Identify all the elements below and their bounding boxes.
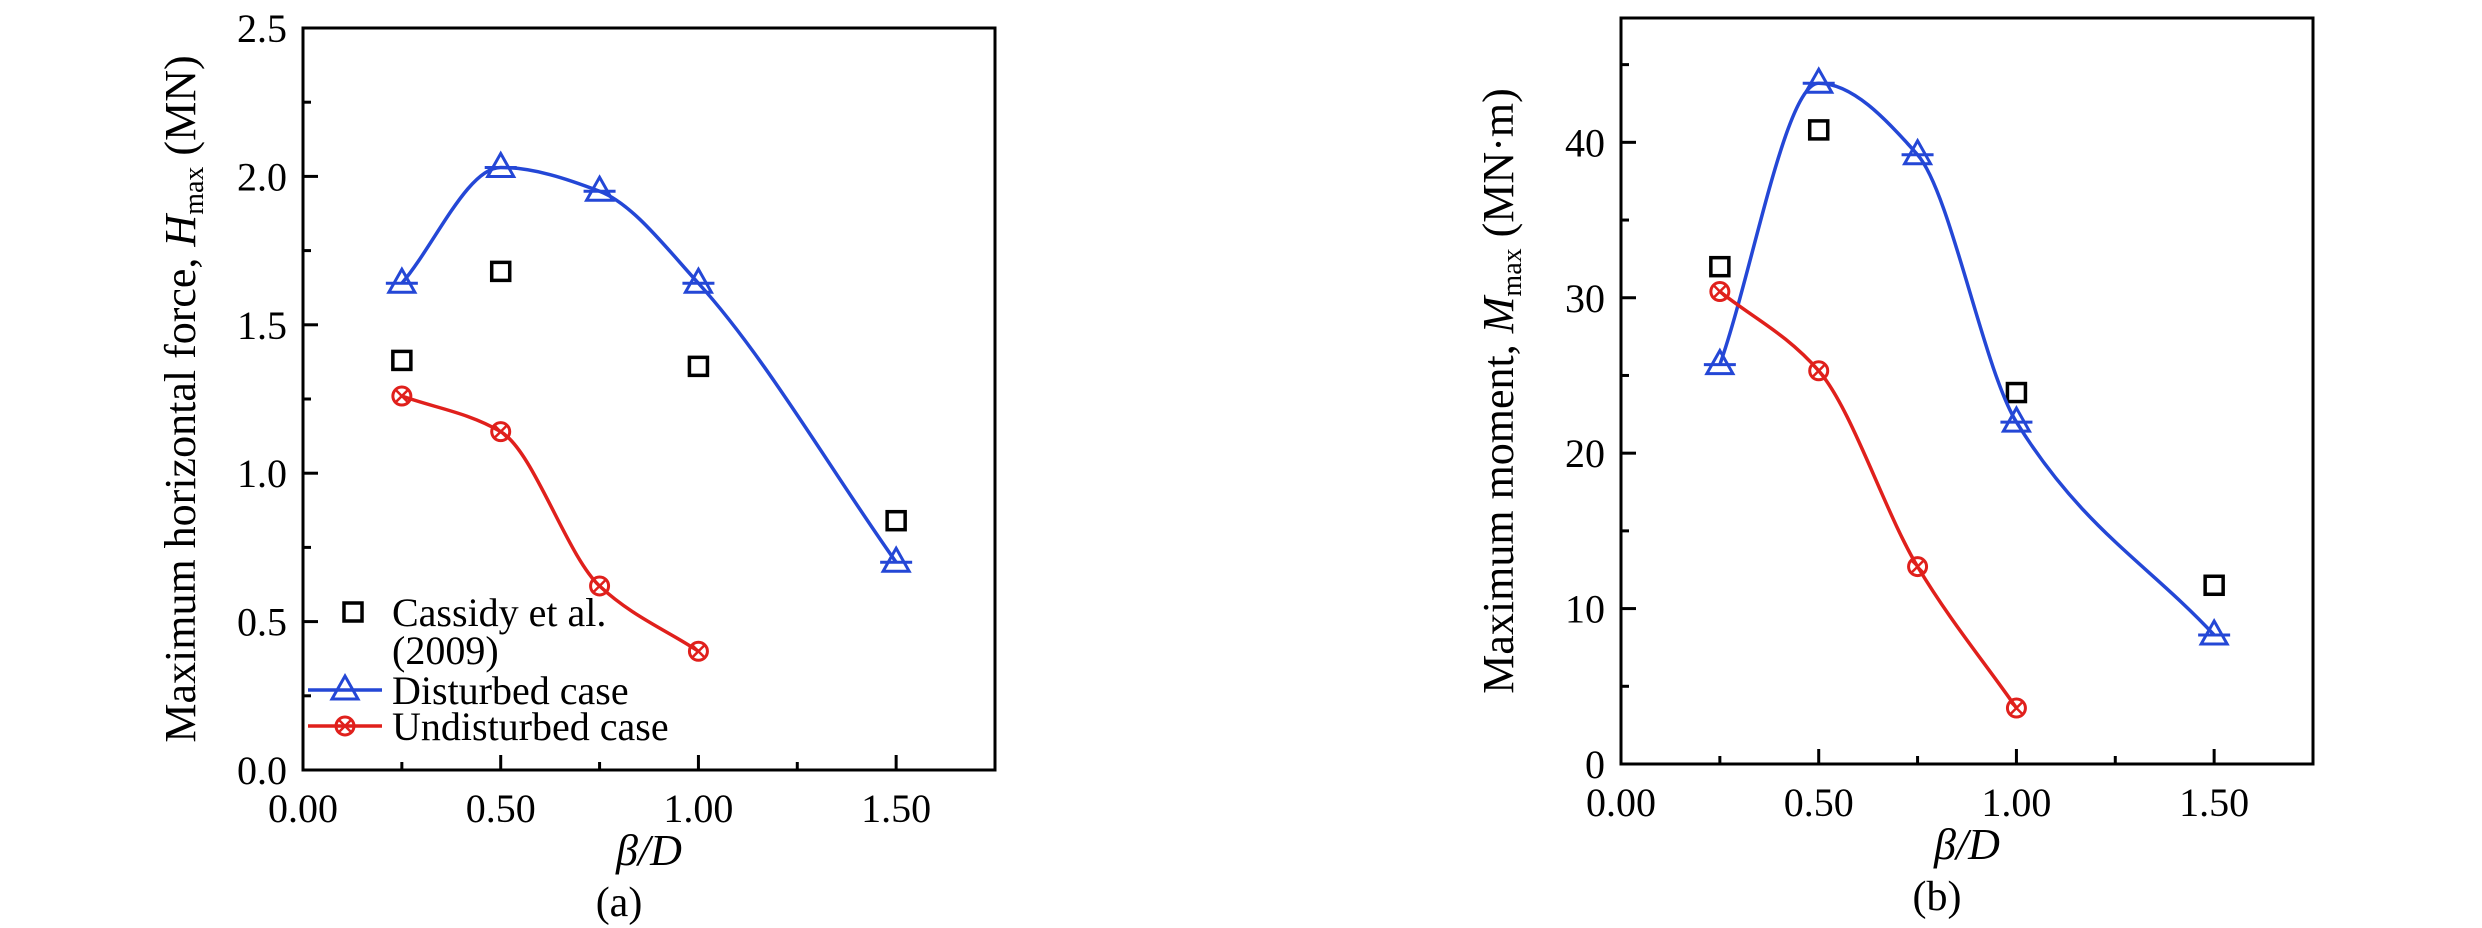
- y-tick-label: 10: [1565, 587, 1605, 632]
- x-tick-label: 1.00: [1981, 780, 2051, 825]
- y-tick-label: 20: [1565, 431, 1605, 476]
- series-line: [1718, 290, 2018, 710]
- data-point: [1901, 137, 1934, 166]
- data-point: [1807, 119, 1830, 141]
- data-point: [1709, 281, 1731, 303]
- x-axis-title: β/D: [615, 826, 682, 875]
- legend-label: (2009): [392, 628, 499, 673]
- data-point: [1709, 255, 1731, 278]
- data-point: [385, 266, 418, 294]
- y-tick-label: 40: [1565, 120, 1605, 165]
- y-tick-label: 30: [1565, 276, 1605, 321]
- data-point: [2203, 574, 2225, 597]
- legend-label: Cassidy et al.: [392, 590, 606, 635]
- series-line: [1718, 81, 2216, 637]
- data-point: [489, 260, 512, 283]
- data-point: [391, 385, 413, 407]
- data-point: [1808, 360, 1830, 382]
- x-tick-label: 1.50: [861, 786, 931, 831]
- data-point: [1907, 556, 1929, 578]
- data-point: [885, 509, 907, 532]
- series-line: [400, 165, 898, 564]
- x-tick-label: 1.00: [663, 786, 733, 831]
- data-point: [1802, 66, 1835, 94]
- panel-label: (a): [596, 880, 643, 926]
- panel-a: 0.00 0.50 1.00 1.50 0.0 0.5 1.0 1.5 2.0 2.5 β/D (a)…: [156, 6, 997, 926]
- data-point: [391, 349, 413, 372]
- data-point: [484, 150, 517, 178]
- y-tick-label: 2.0: [237, 154, 287, 199]
- legend-marker: [342, 601, 364, 623]
- data-point: [2198, 617, 2231, 646]
- data-point: [880, 545, 913, 573]
- data-point: [2000, 405, 2033, 433]
- plot-frame: [1619, 16, 2315, 766]
- data-point: [687, 355, 710, 378]
- x-tick-label: 0.50: [466, 786, 536, 831]
- x-axis-title: β/D: [1933, 820, 2000, 869]
- legend-label: Disturbed case: [392, 668, 629, 713]
- panel-label: (b): [1913, 874, 1962, 920]
- data-point: [682, 266, 715, 294]
- panel-b: 0.00 0.50 1.00 1.50 0 10 20 30 40 β/D (b) Maximum m…: [1474, 16, 2315, 920]
- y-axis-title: Maximum horizontal force, Hmax (MN): [156, 55, 210, 742]
- x-tick-label: 0.50: [1784, 780, 1854, 825]
- y-tick-label: 2.5: [237, 6, 287, 51]
- data-point: [2005, 381, 2028, 404]
- data-point: [490, 421, 512, 443]
- data-point: [687, 640, 709, 662]
- data-point: [589, 575, 611, 597]
- y-tick-label: 0: [1585, 742, 1605, 787]
- x-tick-label: 1.50: [2179, 780, 2249, 825]
- x-tick-label: 0.00: [1586, 780, 1656, 825]
- data-point: [2005, 697, 2027, 719]
- y-tick-label: 1.5: [237, 303, 287, 348]
- series-line: [401, 394, 700, 653]
- data-point: [1703, 347, 1736, 376]
- x-tick-label: 0.00: [268, 786, 338, 831]
- data-point: [583, 174, 616, 202]
- legend-marker: [329, 672, 361, 701]
- y-tick-label: 0.0: [237, 748, 287, 793]
- y-axis-title: Maximum moment, Mmax (MN·m): [1474, 88, 1528, 694]
- legend-label: Undisturbed case: [392, 704, 669, 749]
- legend-marker: [334, 715, 356, 737]
- y-tick-label: 0.5: [237, 600, 287, 645]
- y-tick-label: 1.0: [237, 451, 287, 496]
